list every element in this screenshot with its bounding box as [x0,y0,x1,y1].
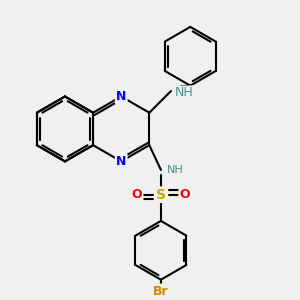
Text: NH: NH [167,165,184,175]
Text: Br: Br [153,285,169,298]
Text: N: N [116,90,126,103]
Text: O: O [180,188,190,201]
Text: N: N [116,155,126,168]
Text: NH: NH [175,86,194,99]
Text: O: O [132,188,142,201]
Text: S: S [156,188,166,202]
